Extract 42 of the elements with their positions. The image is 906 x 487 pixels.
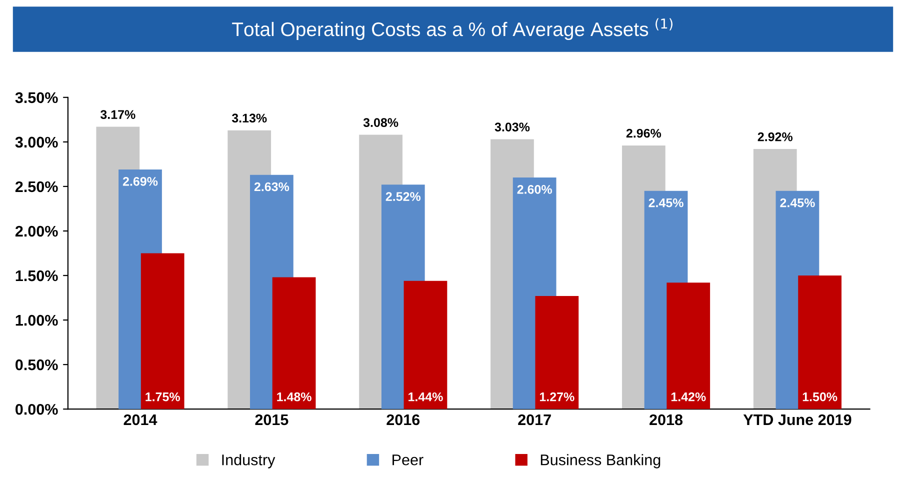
data-label: 3.03%	[494, 122, 530, 132]
y-tick-label: 1.50%	[16, 270, 58, 282]
x-tick-label: 2018	[650, 414, 683, 426]
data-label: 2.96%	[626, 128, 662, 138]
data-label: 1.48%	[277, 392, 312, 402]
data-label: 1.44%	[408, 392, 443, 402]
data-label: 3.08%	[363, 118, 398, 128]
bar	[404, 280, 448, 410]
data-label: 2.60%	[517, 185, 552, 194]
y-tick-label: 3.50%	[15, 92, 58, 104]
legend-label: Business Banking	[540, 454, 660, 468]
data-label: 3.17%	[100, 110, 136, 119]
bar	[140, 253, 184, 410]
data-label: 2.63%	[254, 182, 290, 192]
bar	[798, 276, 842, 410]
x-tick-label: YTD June 2019	[743, 414, 852, 426]
chart-title: Total Operating Costs as a % of Average Assets $^{(1)}$	[232, 18, 672, 40]
data-label: 2.69%	[122, 176, 158, 186]
x-tick-label: 2015	[255, 414, 288, 426]
y-tick-label: 2.50%	[15, 181, 58, 192]
x-tick-label: 2014	[124, 414, 158, 426]
y-tick-label: 2.00%	[15, 226, 58, 237]
y-tick-label: 0.50%	[16, 359, 58, 370]
x-tick-label: 2017	[518, 414, 551, 426]
legend-label: Industry	[222, 454, 276, 468]
data-label: 2.45%	[780, 198, 815, 208]
x-tick-label: 2016	[386, 414, 420, 426]
bar	[666, 282, 710, 410]
data-label: 1.42%	[671, 392, 706, 402]
y-tick-label: 0.00%	[16, 404, 58, 415]
data-label: 3.13%	[232, 114, 267, 123]
data-label: 1.75%	[146, 392, 180, 402]
data-label: 2.45%	[648, 198, 684, 208]
legend-label: Peer	[392, 454, 424, 466]
data-label: 2.92%	[758, 132, 793, 142]
data-label: 1.50%	[802, 392, 838, 402]
bar	[535, 296, 579, 410]
data-label: 2.52%	[386, 192, 421, 201]
y-tick-label: 1.00%	[16, 314, 58, 326]
bar	[272, 277, 316, 410]
y-tick-label: 3.00%	[15, 136, 58, 148]
data-label: 1.27%	[540, 392, 574, 402]
